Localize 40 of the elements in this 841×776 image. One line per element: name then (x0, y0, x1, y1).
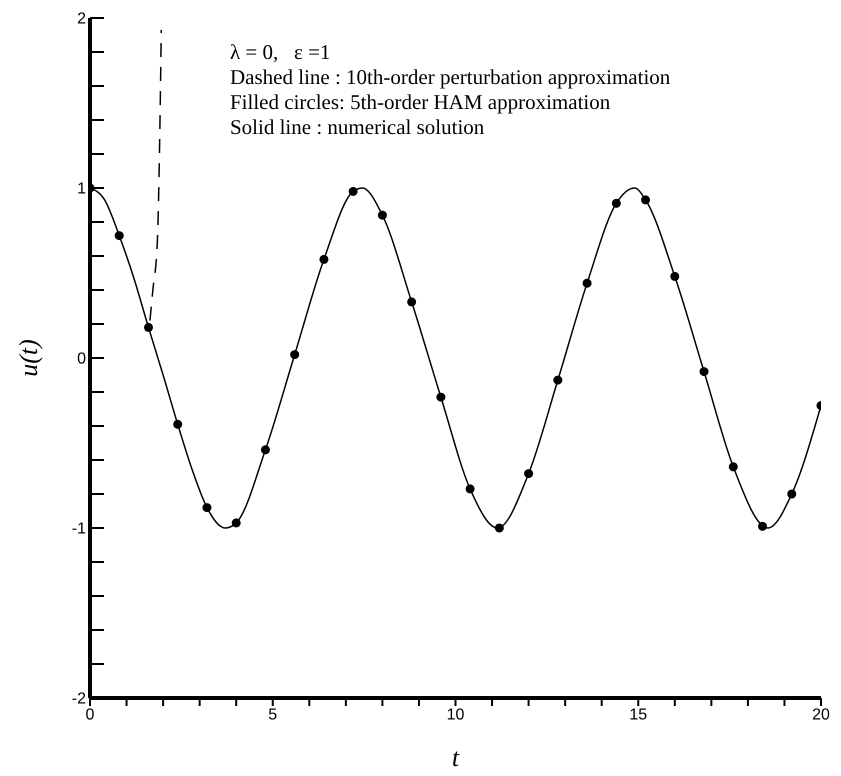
point (758, 522, 768, 531)
point (466, 484, 475, 494)
y-tick-label: 0 (77, 350, 86, 368)
point (728, 462, 738, 472)
text: λ = 0, ε =1 (230, 40, 330, 64)
point (232, 518, 241, 528)
x-tick-label: 5 (268, 706, 278, 724)
point (494, 523, 504, 533)
text: Solid line : numerical solution (230, 115, 484, 139)
point (378, 210, 387, 220)
point (436, 392, 446, 402)
point (787, 489, 796, 499)
text: Filled circles: 5th-order HAM approximation (230, 90, 610, 114)
point (670, 272, 680, 281)
y-tick-label: -1 (72, 520, 86, 538)
line-series (149, 29, 162, 322)
x-tick-label: 20 (812, 706, 830, 724)
point (260, 445, 270, 454)
point (524, 469, 534, 478)
point (700, 367, 709, 376)
y-tick-label: 1 (77, 180, 86, 198)
point (290, 350, 300, 360)
y-tick-label: -2 (72, 690, 86, 708)
point (407, 297, 416, 306)
point (553, 376, 562, 385)
point (348, 186, 358, 196)
point (173, 420, 182, 429)
text: Dashed line : 10th-order perturbation approximation (230, 65, 670, 89)
x-tick-label: 10 (446, 706, 464, 724)
point (319, 254, 328, 264)
point (612, 198, 621, 208)
point (641, 195, 650, 204)
y-tick-label: 2 (77, 10, 86, 28)
point (144, 322, 153, 332)
x-axis-title: t (452, 743, 460, 772)
y-axis-title: u(t) (14, 339, 44, 377)
point (582, 278, 592, 288)
point (202, 503, 212, 512)
x-tick-label: 15 (629, 706, 648, 724)
point (114, 231, 124, 240)
